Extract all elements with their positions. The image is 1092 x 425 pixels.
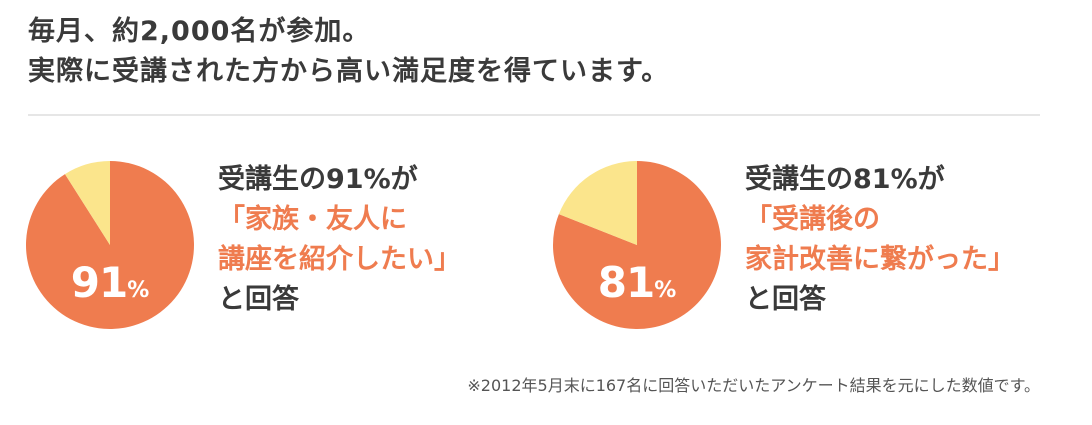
caption-1-line-1: 受講生の91%が — [218, 160, 461, 200]
pie-chart-2-center-unit: % — [654, 278, 677, 303]
pie-chart-2-slice-2 — [558, 161, 637, 245]
caption-1-quote-line-1: 「家族・友人に — [218, 204, 407, 235]
caption-1: 受講生の91%が 「家族・友人に 講座を紹介したい」 と回答 — [218, 160, 461, 320]
pie-chart-1-slice-2 — [64, 161, 110, 245]
caption-2-value: 81% — [853, 164, 918, 195]
pie-chart-2-center-label: 81% — [552, 258, 722, 307]
pie-chart-2-center-number: 81 — [597, 258, 655, 307]
pie-chart-1-center-unit: % — [127, 278, 150, 303]
pie-chart-1-svg — [25, 161, 194, 329]
pie-chart-2: 81% — [552, 160, 722, 330]
caption-2-quote-line-1: 「受講後の — [745, 204, 880, 235]
caption-1-prefix: 受講生の — [218, 164, 326, 195]
caption-1-value: 91% — [326, 164, 391, 195]
pie-chart-1-center-label: 91% — [25, 258, 195, 307]
caption-2-prefix: 受講生の — [745, 164, 853, 195]
divider — [28, 114, 1040, 116]
caption-2-line-1: 受講生の81%が — [745, 160, 1015, 200]
caption-2-answer: と回答 — [745, 284, 826, 315]
headline-line-1: 毎月、約2,000名が参加。 — [28, 16, 371, 47]
footnote: ※2012年5月末に167名に回答いただいたアンケート結果を元にした数値です。 — [467, 376, 1040, 395]
pie-chart-2-svg — [553, 161, 721, 329]
caption-1-quote-line-2: 講座を紹介したい」 — [218, 244, 461, 275]
caption-1-answer: と回答 — [218, 284, 299, 315]
caption-2-suffix: が — [917, 164, 945, 195]
headline: 毎月、約2,000名が参加。 実際に受講された方から高い満足度を得ています。 — [28, 12, 669, 92]
caption-1-suffix: が — [390, 164, 418, 195]
pie-chart-1: 91% — [25, 160, 195, 330]
headline-line-2: 実際に受講された方から高い満足度を得ています。 — [28, 56, 670, 87]
caption-2-quote-line-2: 家計改善に繋がった」 — [745, 244, 1015, 275]
pie-chart-1-center-number: 91 — [70, 258, 128, 307]
caption-2: 受講生の81%が 「受講後の 家計改善に繋がった」 と回答 — [745, 160, 1015, 320]
